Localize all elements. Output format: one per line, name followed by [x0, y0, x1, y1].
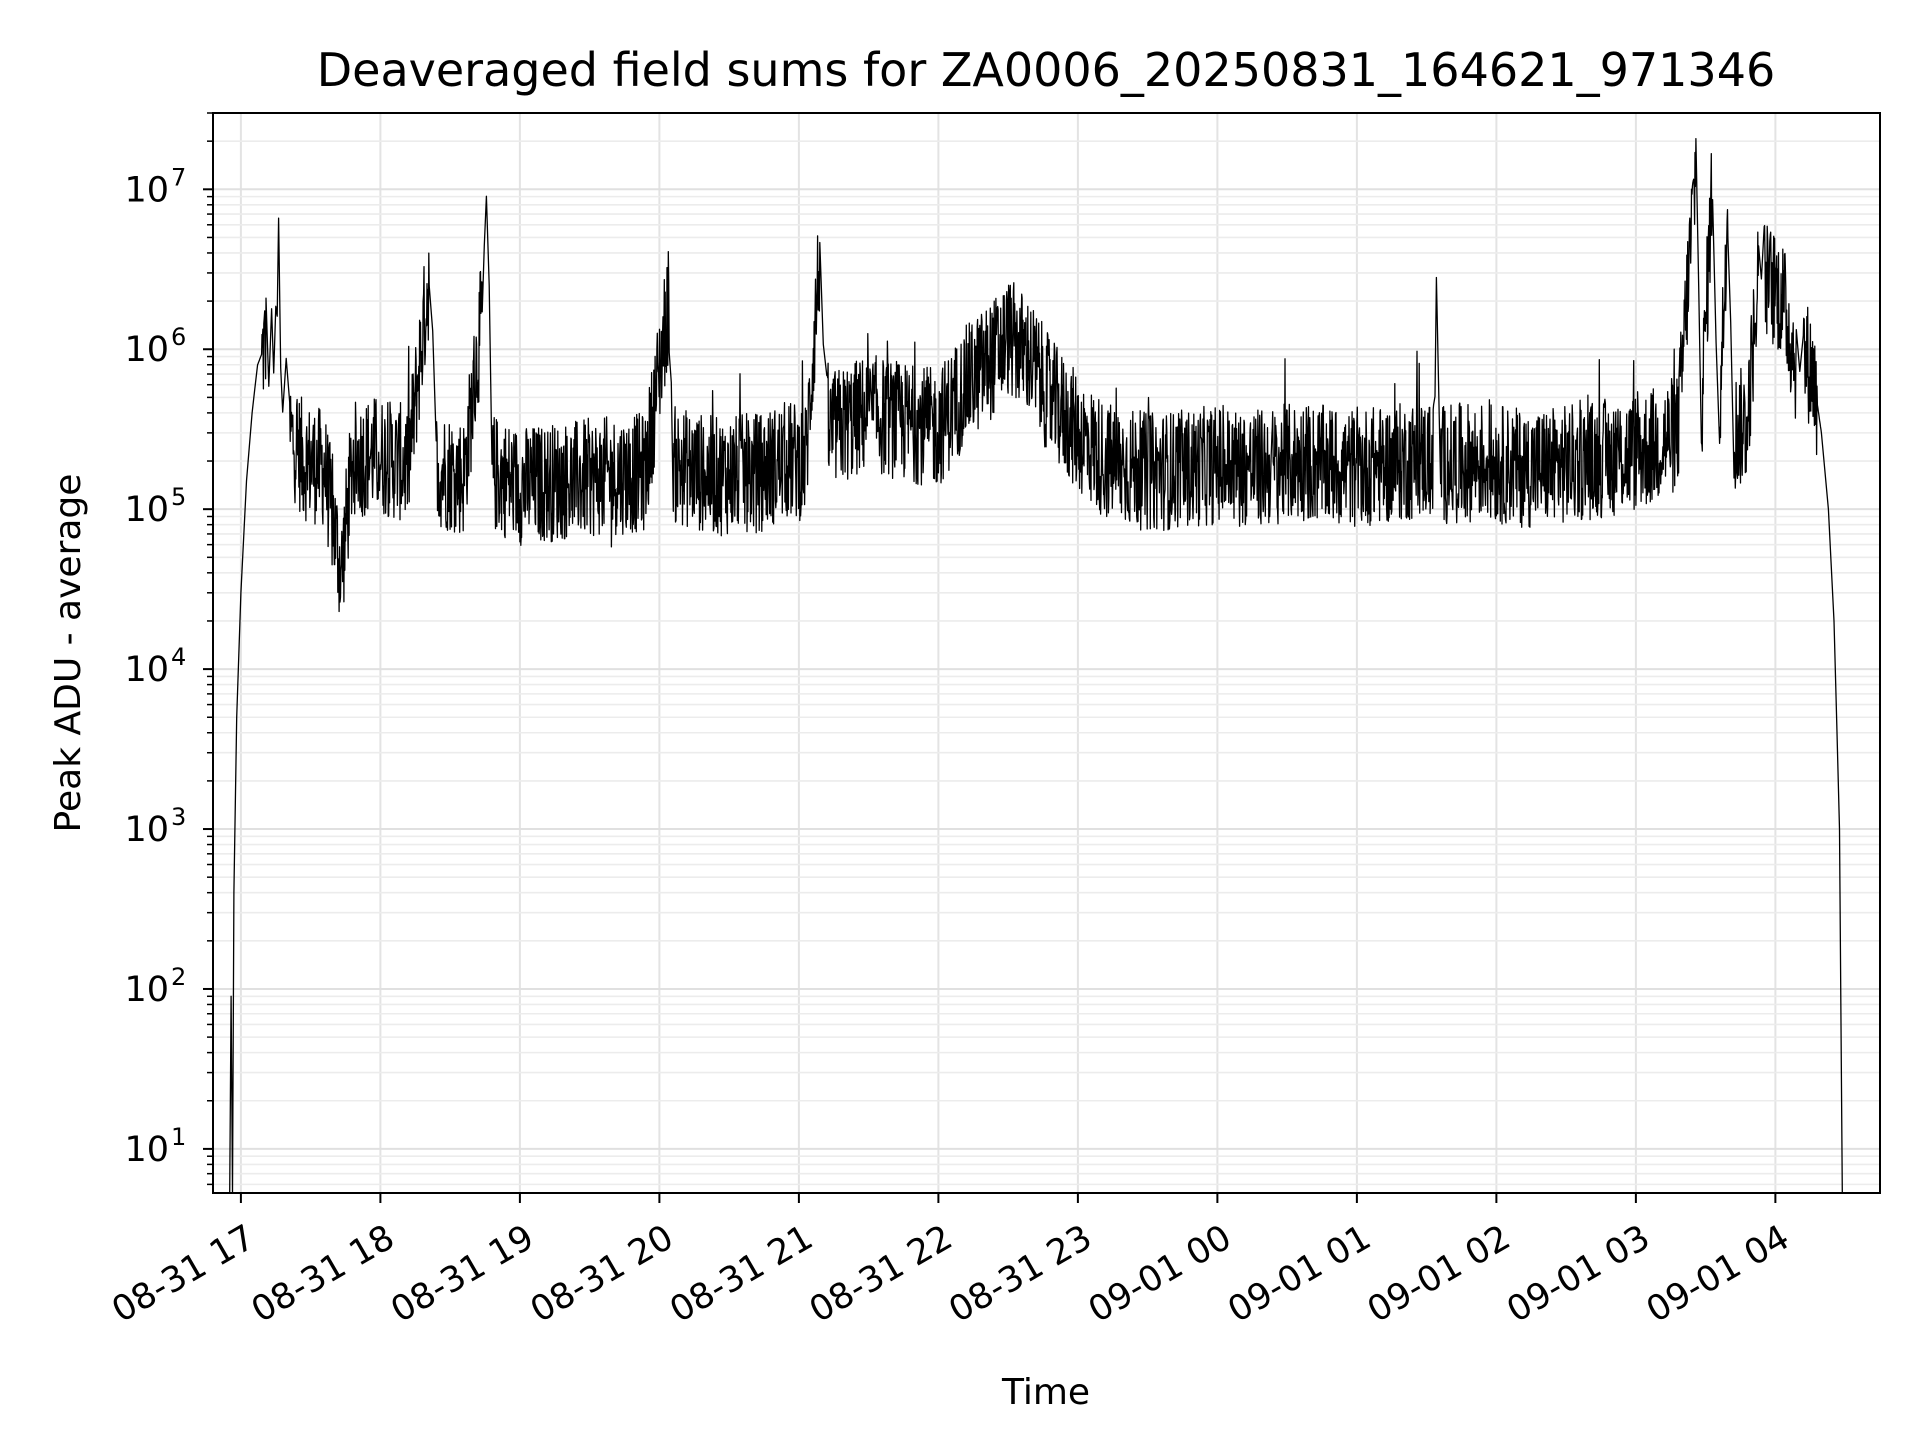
y-tick-exponent: 6	[171, 323, 186, 351]
y-tick-exponent: 1	[171, 1123, 186, 1151]
plot-area	[229, 137, 1843, 1194]
data-series-line	[229, 137, 1843, 1194]
y-tick-exponent: 4	[171, 643, 186, 671]
y-tick-exponent: 2	[171, 963, 186, 991]
y-tick-label: 10	[124, 330, 169, 370]
x-axis-label: Time	[1001, 1372, 1090, 1413]
y-tick-label: 10	[124, 1130, 169, 1170]
axes-frame	[212, 112, 1881, 1194]
y-tick-exponent: 7	[171, 163, 186, 191]
y-tick-label: 10	[124, 810, 169, 850]
y-tick-exponent: 5	[171, 483, 186, 511]
y-tick-label: 10	[124, 650, 169, 690]
y-tick-label: 10	[124, 970, 169, 1010]
y-tick-label: 10	[124, 490, 169, 530]
y-axis-label: Peak ADU - average	[48, 474, 89, 833]
chart-title: Deaveraged field sums for ZA0006_2025083…	[317, 43, 1776, 97]
y-tick-label: 10	[124, 170, 169, 210]
y-tick-exponent: 3	[171, 803, 186, 831]
